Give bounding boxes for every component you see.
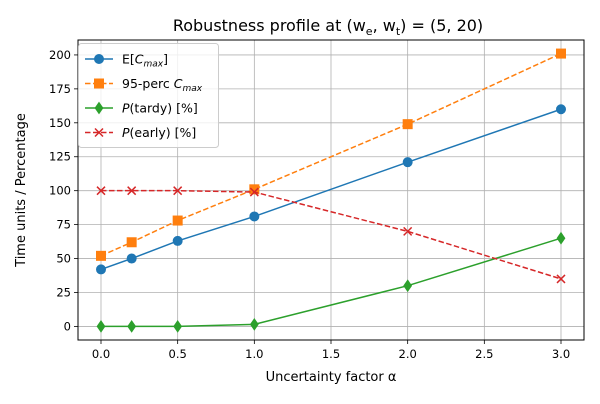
legend-label-part: (early) [%] [130,125,197,140]
y-tick-label: 100 [49,184,71,198]
legend-label-sub: max [183,84,203,94]
x-tick-label: 2.0 [399,347,417,361]
legend-entry: P(early) [%] [85,125,196,140]
data-point [126,237,137,248]
data-point [556,104,566,115]
y-tick-label: 75 [56,218,71,232]
data-point [249,318,259,331]
data-point [172,235,183,246]
legend-label-part: E[ [122,52,135,67]
legend-entry: E[Cmax] [85,52,168,70]
legend-swatch-marker [94,101,104,115]
y-tick-label: 200 [49,48,71,62]
legend-label: P(tardy) [%] [122,101,198,116]
data-point [402,119,413,130]
data-point [402,157,413,168]
legend-label: P(early) [%] [122,125,196,140]
legend-label-part: (tardy) [%] [130,101,198,116]
legend-swatch-marker [94,54,104,64]
y-tick-label: 50 [56,252,71,266]
series-line [101,189,562,280]
data-point [249,184,260,195]
y-tick-label: 125 [49,150,71,164]
legend-label-var: C [174,76,183,91]
data-point [96,264,106,275]
legend-entry: P(tardy) [%] [85,101,198,116]
y-tick-label: 150 [49,116,71,130]
y-tick-label: 175 [49,82,71,96]
data-point [556,231,566,245]
legend-label-var: P [122,101,130,116]
legend-label-var: P [122,125,130,140]
data-point [249,211,260,222]
data-point [127,320,137,333]
series-4 [96,186,566,284]
legend-swatch-marker [94,127,104,138]
x-tick-label: 1.0 [245,347,263,361]
x-tick-label: 3.0 [552,347,570,361]
legend-label-part: ] [163,52,168,67]
legend-label-var: C [135,52,144,67]
x-tick-label: 0.5 [169,347,187,361]
data-point [403,226,413,236]
ticks-layer: 0.0 0.5 1.0 1.5 2.0 2.5 3.0 0 25 50 75 100 125 150 175… [49,48,570,361]
data-point [173,186,183,196]
data-point [556,48,566,59]
x-tick-label: 1.5 [322,347,340,361]
legend-label-sub: max [144,60,164,70]
legend-swatch-marker [94,78,104,89]
data-point [126,253,137,264]
y-tick-label: 25 [56,285,71,299]
data-point [172,215,183,226]
data-point [127,186,137,196]
series-line [100,108,562,271]
data-point [403,279,413,293]
data-point [96,320,106,333]
chart-title: Robustness profile at (we, wt) = (5, 20) [173,16,483,38]
x-axis-label: Uncertainty factor α [266,370,397,385]
series-line [101,237,562,328]
series-line [100,52,562,257]
x-tick-label: 2.5 [475,347,493,361]
legend-label: E[Cmax] [122,52,168,70]
series-1 [96,104,566,275]
y-tick-label: 0 [64,319,71,333]
data-point [556,274,566,284]
data-point [96,250,106,261]
data-point [96,186,106,196]
legend-label: 95-perc Cmax [122,76,203,94]
y-axis-label: Time units / Percentage [14,113,29,268]
data-point [173,320,183,333]
series-3 [96,231,566,333]
legend-frame [78,43,219,148]
x-tick-label: 0.0 [92,347,110,361]
legend-entry: 95-perc Cmax [85,76,203,94]
legend-label-part: 95-perc [122,76,174,91]
data-point [249,187,259,197]
series-2 [96,48,566,261]
series-layer [96,48,566,333]
